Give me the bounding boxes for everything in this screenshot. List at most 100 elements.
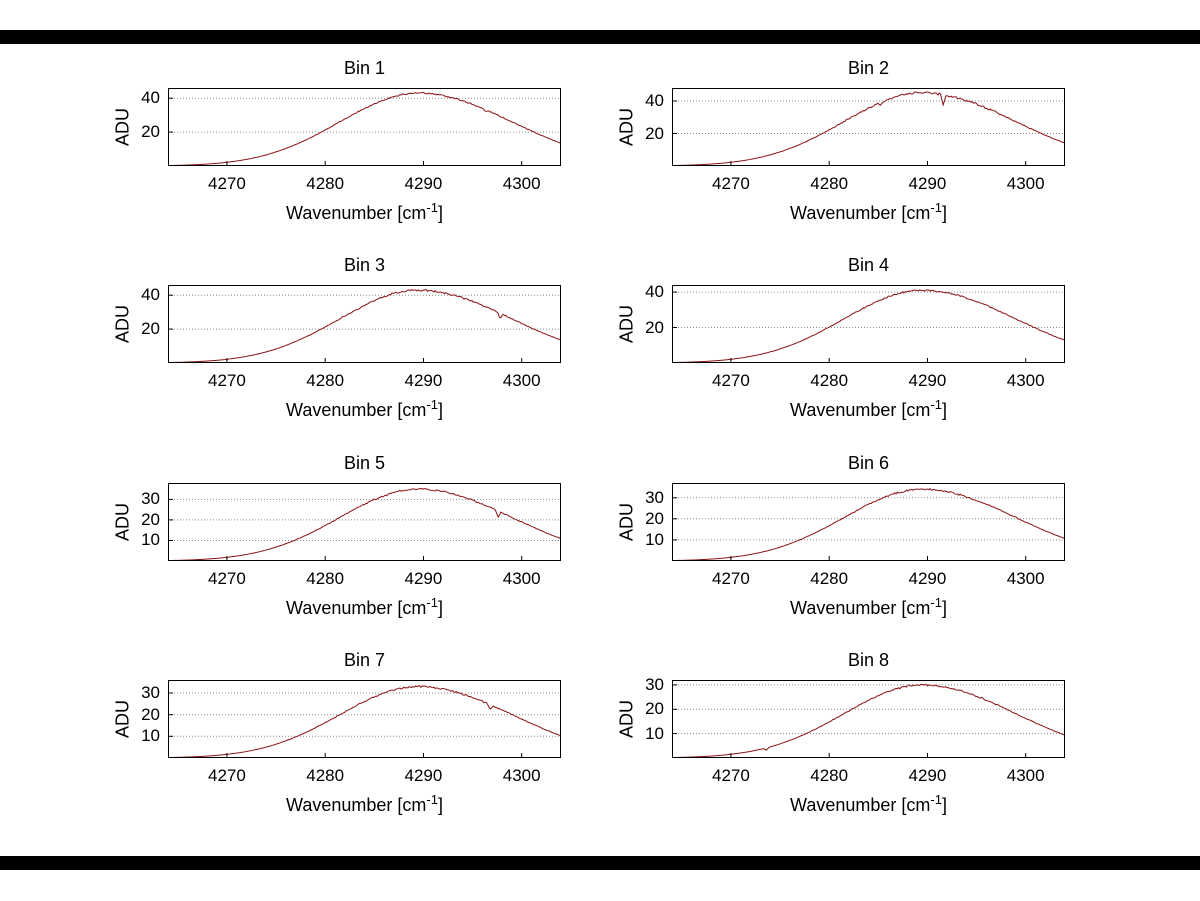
x-axis-label-bracket: ] xyxy=(437,598,443,618)
y-tick-label: 30 xyxy=(141,683,160,702)
y-tick-label: 40 xyxy=(141,285,160,305)
x-tick-label: 4270 xyxy=(208,371,246,390)
x-axis-label: Wavenumber [cm-1] xyxy=(672,200,1065,224)
y-tick-label: 10 xyxy=(141,530,160,550)
x-axis-label-exponent: -1 xyxy=(426,595,438,610)
subplot-axes-bin-7 xyxy=(168,680,561,758)
subplot-title: Bin 4 xyxy=(847,255,890,275)
x-tick-label: 4280 xyxy=(810,766,849,785)
spectrum-curve xyxy=(672,289,1065,363)
y-tick-label: 20 xyxy=(645,699,664,719)
x-axis-label-exponent: -1 xyxy=(426,200,438,215)
subplot-title: Bin 8 xyxy=(847,650,890,670)
subplot-axes-bin-4 xyxy=(672,285,1065,363)
spectrum-curve xyxy=(168,685,561,758)
x-axis-label: Wavenumber [cm-1] xyxy=(168,200,561,224)
x-axis-label-bracket: ] xyxy=(437,795,443,815)
x-tick-label: 4290 xyxy=(404,174,443,193)
subplot-title: Bin 2 xyxy=(847,58,890,78)
y-tick-label: 10 xyxy=(645,723,664,743)
subplot-title: Bin 5 xyxy=(343,453,386,473)
x-axis-label: Wavenumber [cm-1] xyxy=(672,397,1065,421)
y-tick-label: 10 xyxy=(141,726,160,746)
x-axis-label-bracket: ] xyxy=(437,203,443,223)
x-tick-label: 4300 xyxy=(1006,766,1045,785)
y-tick-label: 10 xyxy=(645,529,664,549)
x-axis-label-exponent: -1 xyxy=(930,397,942,412)
subplot-axes-bin-8 xyxy=(672,680,1065,758)
axes-box xyxy=(672,483,1065,561)
spectrum-curve xyxy=(168,91,561,166)
x-tick-label: 4270 xyxy=(208,766,246,785)
x-tick-label: 4270 xyxy=(208,569,246,588)
axes-box xyxy=(672,285,1065,363)
y-tick-label: 30 xyxy=(645,674,664,694)
spectrum-curve xyxy=(672,91,1065,166)
spectrum-curve xyxy=(168,288,561,363)
x-axis-label-text: Wavenumber [cm xyxy=(790,795,931,815)
x-tick-label: 4270 xyxy=(712,371,750,390)
axes-box xyxy=(672,680,1065,758)
y-tick-label: 20 xyxy=(645,508,664,528)
spectrum-curve xyxy=(672,683,1065,758)
x-axis-label-bracket: ] xyxy=(941,400,947,420)
bottom-border-bar xyxy=(0,856,1200,870)
subplot-axes-bin-1 xyxy=(168,88,561,166)
x-tick-label: 4280 xyxy=(306,569,345,588)
y-tick-label: 20 xyxy=(141,509,160,529)
x-axis-label: Wavenumber [cm-1] xyxy=(672,792,1065,816)
x-axis-label-bracket: ] xyxy=(941,598,947,618)
x-tick-label: 4270 xyxy=(712,569,750,588)
x-tick-label: 4290 xyxy=(404,569,443,588)
subplot-title: Bin 3 xyxy=(343,255,386,275)
x-tick-label: 4270 xyxy=(712,766,750,785)
spectrum-curve xyxy=(168,487,561,561)
x-axis-label-exponent: -1 xyxy=(426,397,438,412)
x-tick-label: 4290 xyxy=(908,371,947,390)
x-tick-label: 4280 xyxy=(306,371,345,390)
y-tick-label: 30 xyxy=(141,489,160,509)
x-axis-label-exponent: -1 xyxy=(930,792,942,807)
x-tick-label: 4280 xyxy=(810,569,849,588)
x-tick-label: 4280 xyxy=(810,371,849,390)
y-tick-label: 30 xyxy=(645,487,664,507)
x-axis-label-text: Wavenumber [cm xyxy=(286,795,427,815)
x-axis-label-text: Wavenumber [cm xyxy=(286,598,427,618)
y-tick-label: 40 xyxy=(645,91,664,110)
subplot-axes-bin-2 xyxy=(672,88,1065,166)
y-tick-label: 20 xyxy=(645,123,664,143)
axes-box xyxy=(672,88,1065,166)
x-tick-label: 4300 xyxy=(502,174,541,193)
x-axis-label-bracket: ] xyxy=(941,203,947,223)
x-tick-label: 4290 xyxy=(908,174,947,193)
subplot-axes-bin-6 xyxy=(672,483,1065,561)
x-tick-label: 4290 xyxy=(908,569,947,588)
y-tick-label: 40 xyxy=(141,88,160,108)
x-axis-label-exponent: -1 xyxy=(930,595,942,610)
x-tick-label: 4270 xyxy=(208,174,246,193)
x-axis-label: Wavenumber [cm-1] xyxy=(168,397,561,421)
subplot-title: Bin 6 xyxy=(847,453,890,473)
x-axis-label: Wavenumber [cm-1] xyxy=(168,595,561,619)
top-border-bar xyxy=(0,30,1200,44)
axes-box xyxy=(168,680,561,758)
x-tick-label: 4300 xyxy=(1006,174,1045,193)
x-axis-label-text: Wavenumber [cm xyxy=(790,203,931,223)
y-tick-label: 40 xyxy=(645,282,664,302)
x-tick-label: 4280 xyxy=(306,766,345,785)
x-tick-label: 4300 xyxy=(1006,371,1045,390)
axes-box xyxy=(168,88,561,166)
y-tick-label: 20 xyxy=(141,122,160,142)
x-axis-label-text: Wavenumber [cm xyxy=(790,400,931,420)
y-tick-label: 20 xyxy=(141,704,160,724)
x-axis-label-bracket: ] xyxy=(437,400,443,420)
axes-box xyxy=(168,285,561,363)
subplot-title: Bin 7 xyxy=(343,650,386,670)
x-tick-label: 4300 xyxy=(1006,569,1045,588)
x-tick-label: 4290 xyxy=(404,766,443,785)
x-axis-label-exponent: -1 xyxy=(426,792,438,807)
x-axis-label: Wavenumber [cm-1] xyxy=(168,792,561,816)
axes-box xyxy=(168,483,561,561)
x-axis-label-text: Wavenumber [cm xyxy=(286,400,427,420)
x-tick-label: 4300 xyxy=(502,569,541,588)
